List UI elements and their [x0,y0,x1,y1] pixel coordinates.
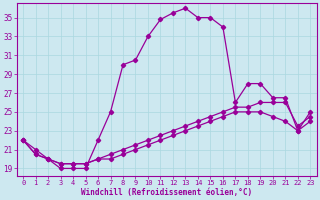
X-axis label: Windchill (Refroidissement éolien,°C): Windchill (Refroidissement éolien,°C) [81,188,252,197]
